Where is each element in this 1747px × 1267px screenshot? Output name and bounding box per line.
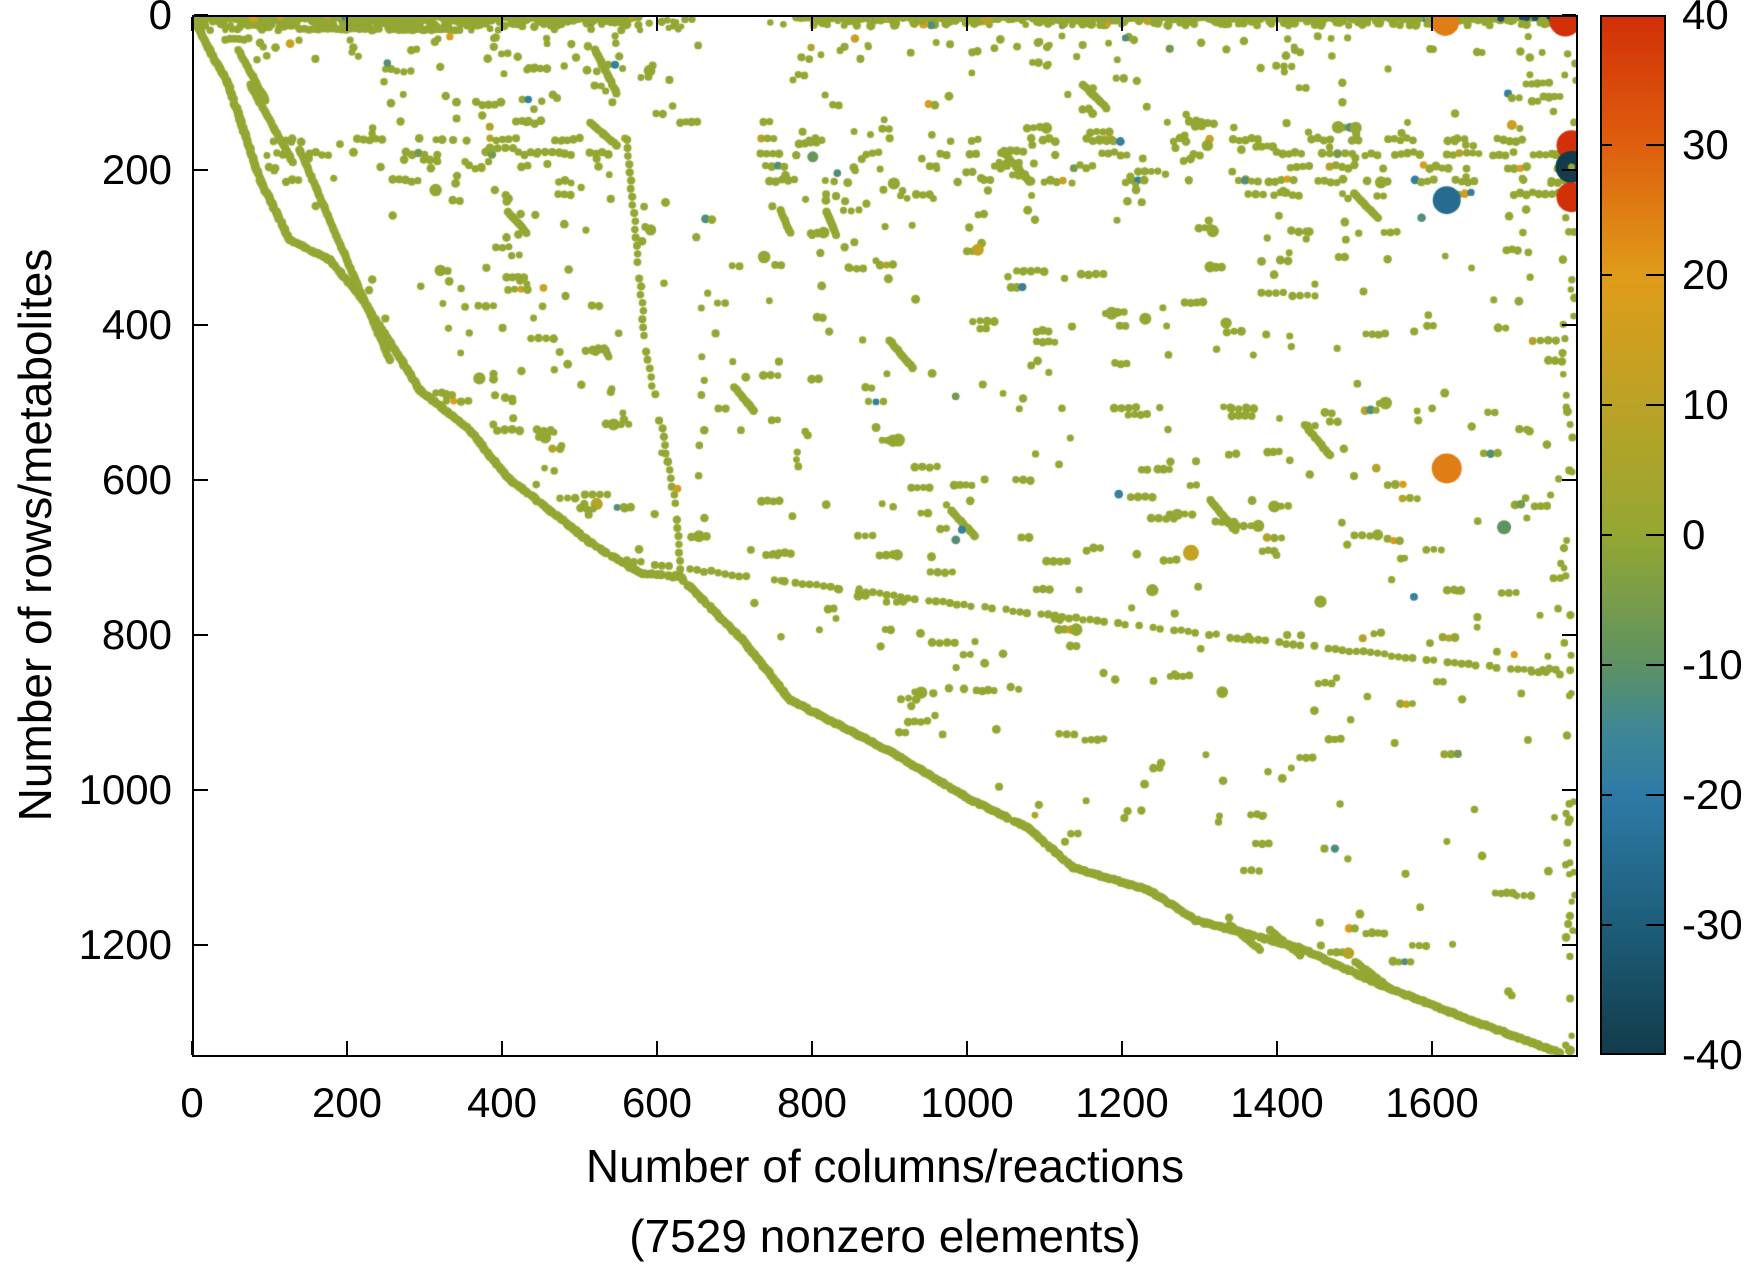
colorbar-tick-label: -20 bbox=[1682, 771, 1743, 818]
x-tick-label: 1000 bbox=[920, 1079, 1014, 1126]
x-tick-mark bbox=[1120, 1040, 1124, 1055]
colorbar-tick-mark bbox=[1646, 923, 1664, 927]
x-tick-mark bbox=[345, 1040, 349, 1055]
x-tick-mark bbox=[965, 1040, 969, 1055]
x-tick-mark bbox=[1275, 1040, 1279, 1055]
y-tick-mark bbox=[194, 323, 208, 327]
x-tick-label: 400 bbox=[466, 1079, 538, 1126]
x-tick-mark bbox=[810, 1040, 814, 1055]
colorbar-tick-label: 40 bbox=[1682, 0, 1729, 38]
y-tick-mark-right bbox=[1561, 633, 1576, 637]
y-tick-mark bbox=[194, 13, 208, 17]
colorbar-tick-label: -30 bbox=[1682, 901, 1743, 948]
x-tick-mark-top bbox=[1120, 17, 1124, 31]
colorbar-tick-mark bbox=[1646, 143, 1664, 147]
colorbar-tick-label: 30 bbox=[1682, 121, 1729, 168]
x-tick-label: 600 bbox=[621, 1079, 693, 1126]
y-tick-mark-right bbox=[1561, 478, 1576, 482]
colorbar-tick-mark bbox=[1646, 273, 1664, 277]
x-tick-mark-top bbox=[500, 17, 504, 31]
x-tick-mark-top bbox=[655, 17, 659, 31]
y-tick-mark bbox=[194, 633, 208, 637]
y-tick-mark-right bbox=[1561, 323, 1576, 327]
y-tick-mark-right bbox=[1561, 168, 1576, 172]
colorbar-tick-mark-left bbox=[1602, 143, 1612, 147]
plot-area bbox=[192, 15, 1578, 1057]
y-tick-label: 800 bbox=[101, 611, 172, 658]
colorbar-tick-mark bbox=[1646, 793, 1664, 797]
x-tick-label: 1200 bbox=[1075, 1079, 1169, 1126]
y-tick-label: 1200 bbox=[78, 921, 172, 968]
y-tick-label: 200 bbox=[101, 146, 172, 193]
y-tick-label: 1000 bbox=[78, 766, 172, 813]
x-tick-label: 800 bbox=[776, 1079, 848, 1126]
colorbar-tick-mark bbox=[1646, 533, 1664, 537]
x-axis-title-line1: Number of columns/reactions bbox=[585, 1140, 1185, 1192]
x-tick-mark bbox=[1430, 1040, 1434, 1055]
x-tick-mark-top bbox=[190, 17, 194, 31]
y-tick-mark bbox=[194, 788, 208, 792]
colorbar-tick-label: -10 bbox=[1682, 641, 1743, 688]
x-tick-label: 0 bbox=[180, 1079, 204, 1126]
y-tick-mark-right bbox=[1561, 788, 1576, 792]
colorbar-tick-mark bbox=[1646, 403, 1664, 407]
scatter-canvas bbox=[192, 15, 1578, 1057]
y-tick-mark bbox=[194, 943, 208, 947]
x-tick-mark-top bbox=[1275, 17, 1279, 31]
y-tick-label: 0 bbox=[148, 0, 172, 38]
x-tick-mark bbox=[190, 1040, 194, 1055]
colorbar-tick-label: -40 bbox=[1682, 1031, 1743, 1078]
x-tick-mark bbox=[655, 1040, 659, 1055]
y-tick-label: 400 bbox=[101, 301, 172, 348]
colorbar-tick-mark bbox=[1646, 663, 1664, 667]
colorbar-tick-mark-left bbox=[1602, 663, 1612, 667]
x-tick-label: 1600 bbox=[1385, 1079, 1479, 1126]
y-tick-mark bbox=[194, 478, 208, 482]
colorbar-tick-mark-left bbox=[1602, 403, 1612, 407]
y-axis-title: Number of rows/metabolites bbox=[9, 248, 61, 822]
y-tick-label: 600 bbox=[101, 456, 172, 503]
x-tick-label: 200 bbox=[311, 1079, 383, 1126]
colorbar-tick-mark-left bbox=[1602, 533, 1612, 537]
x-axis-title-line2: (7529 nonzero elements) bbox=[629, 1210, 1141, 1262]
colorbar-tick-label: 10 bbox=[1682, 381, 1729, 428]
x-tick-mark-top bbox=[810, 17, 814, 31]
colorbar-tick-mark-left bbox=[1602, 793, 1612, 797]
y-tick-mark-right bbox=[1561, 943, 1576, 947]
colorbar-tick-mark-left bbox=[1602, 273, 1612, 277]
y-tick-mark bbox=[194, 168, 208, 172]
x-tick-mark-top bbox=[965, 17, 969, 31]
colorbar-tick-label: 20 bbox=[1682, 251, 1729, 298]
colorbar-tick-mark-left bbox=[1602, 923, 1612, 927]
x-tick-mark bbox=[500, 1040, 504, 1055]
y-tick-mark-right bbox=[1561, 13, 1576, 17]
x-tick-label: 1400 bbox=[1230, 1079, 1324, 1126]
colorbar-tick-label: 0 bbox=[1682, 511, 1706, 558]
x-tick-mark-top bbox=[345, 17, 349, 31]
x-tick-mark-top bbox=[1430, 17, 1434, 31]
